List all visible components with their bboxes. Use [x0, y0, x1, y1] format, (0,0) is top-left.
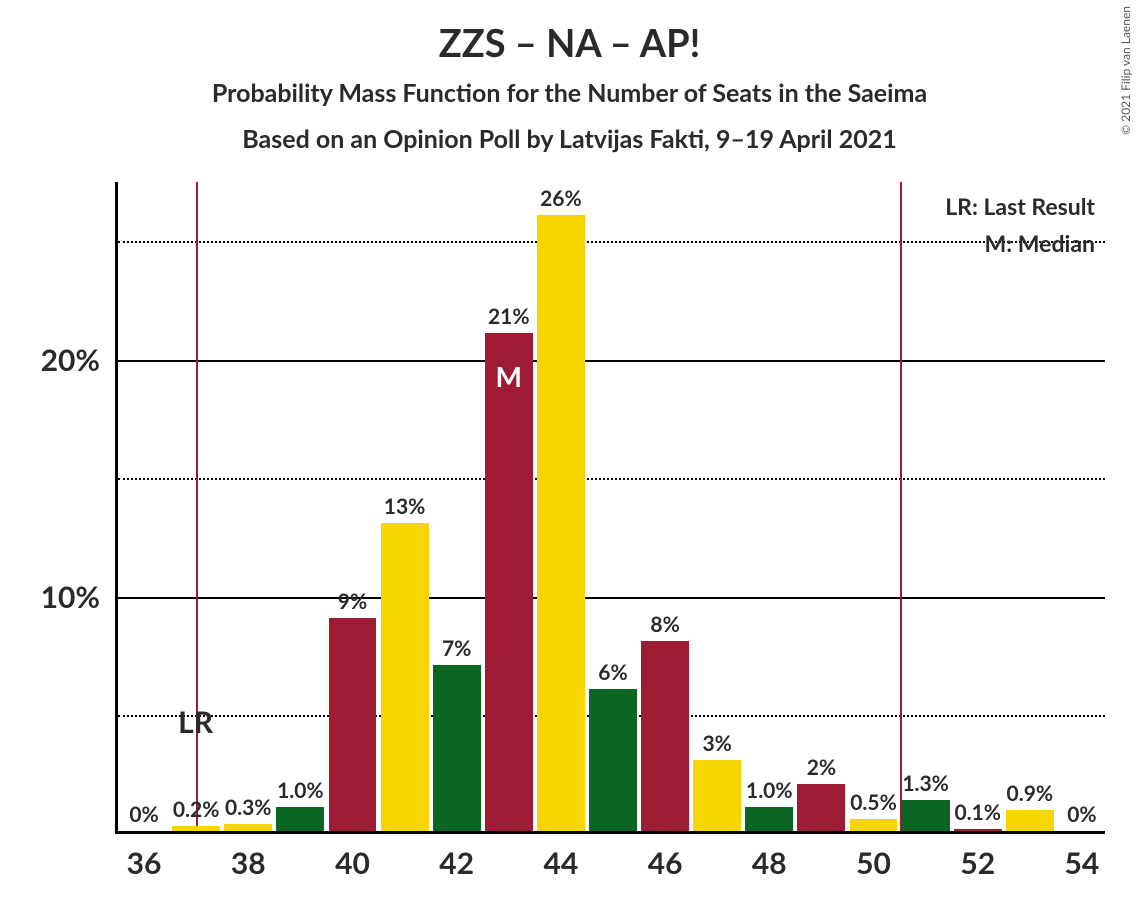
- bar-value-label: 8%: [650, 612, 679, 637]
- x-tick-label: 52: [960, 831, 995, 881]
- bar: 0.3%: [224, 824, 272, 831]
- bar-value-label: 13%: [384, 494, 426, 519]
- gridline-major: [118, 360, 1105, 362]
- chart-title: ZZS – NA – AP!: [0, 20, 1139, 66]
- bar: 7%: [433, 665, 481, 831]
- bar: 21%M: [485, 333, 533, 831]
- gridline-minor: [118, 478, 1105, 480]
- bar-value-label: 26%: [540, 186, 582, 211]
- x-tick-label: 42: [439, 831, 474, 881]
- legend: LR: Last ResultM: Median: [945, 188, 1095, 262]
- bar-value-label: 1.3%: [902, 771, 949, 796]
- bar-value-label: 1.0%: [746, 778, 793, 803]
- bar: 8%: [641, 641, 689, 831]
- last-result-marker: LR: [178, 704, 213, 740]
- x-tick-label: 40: [335, 831, 370, 881]
- bar: 26%: [537, 215, 585, 831]
- x-tick-label: 48: [752, 831, 787, 881]
- x-tick-label: 44: [543, 831, 578, 881]
- bar-value-label: 0.9%: [1007, 781, 1054, 806]
- bar-value-label: 0.3%: [225, 795, 272, 820]
- bar: 1.0%: [745, 807, 793, 831]
- bar-value-label: 21%: [488, 304, 530, 329]
- x-tick-label: 36: [127, 831, 162, 881]
- bar: 6%: [589, 689, 637, 831]
- bar: 1.0%: [276, 807, 324, 831]
- legend-lr: LR: Last Result: [945, 188, 1095, 225]
- bar-value-label: 0%: [1067, 802, 1096, 827]
- x-tick-label: 50: [856, 831, 891, 881]
- bar-value-label: 7%: [442, 636, 471, 661]
- plot-area: 10%20%0%0.2%0.3%1.0%9%13%7%21%M26%6%8%3%…: [115, 182, 1105, 834]
- median-marker: M: [496, 359, 522, 393]
- copyright-text: © 2021 Filip van Laenen: [1118, 6, 1133, 135]
- bar: 13%: [381, 523, 429, 831]
- bar-value-label: 2%: [807, 755, 836, 780]
- chart-subtitle-2: Based on an Opinion Poll by Latvijas Fak…: [0, 124, 1139, 154]
- y-tick-label: 10%: [41, 579, 118, 615]
- bar: 0.5%: [850, 819, 898, 831]
- bar: 0.2%: [172, 826, 220, 831]
- bar-value-label: 0.5%: [850, 790, 897, 815]
- y-tick-label: 20%: [41, 342, 118, 378]
- bar-value-label: 0.2%: [173, 797, 220, 822]
- bar-value-label: 0%: [129, 802, 158, 827]
- chart-subtitle-1: Probability Mass Function for the Number…: [0, 78, 1139, 108]
- bar-value-label: 6%: [598, 660, 627, 685]
- x-tick-label: 54: [1065, 831, 1100, 881]
- bar: 3%: [693, 760, 741, 831]
- legend-m: M: Median: [945, 225, 1095, 262]
- bar: 2%: [797, 784, 845, 831]
- x-tick-label: 46: [648, 831, 683, 881]
- bar: 0.9%: [1006, 810, 1054, 831]
- bar-value-label: 1.0%: [277, 778, 324, 803]
- bar-value-label: 3%: [702, 731, 731, 756]
- gridline-major: [118, 597, 1105, 599]
- x-tick-label: 38: [231, 831, 266, 881]
- bar-value-label: 0.1%: [954, 800, 1001, 825]
- bar-value-label: 9%: [338, 589, 367, 614]
- bar: 1.3%: [902, 800, 950, 831]
- bar: 9%: [329, 618, 377, 831]
- reference-vline: [900, 182, 902, 831]
